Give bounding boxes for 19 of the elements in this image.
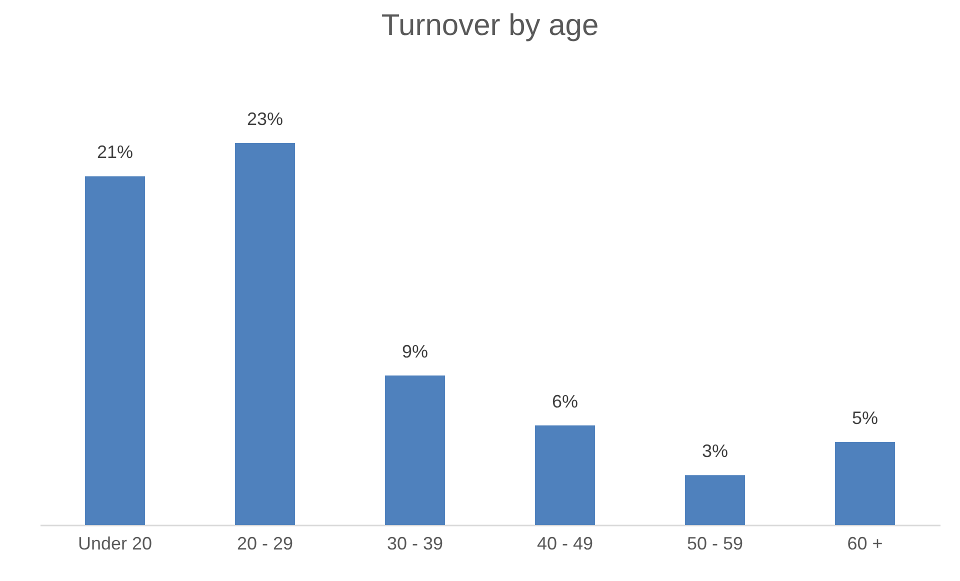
x-tick-label: 30 - 39 <box>386 534 444 554</box>
x-tick-label: Under 20 <box>78 534 152 554</box>
x-tick-label: 20 - 29 <box>236 534 294 554</box>
bar <box>385 376 445 525</box>
bar <box>835 442 895 525</box>
data-label: 9% <box>402 342 428 362</box>
bar <box>235 143 295 525</box>
bar <box>535 425 595 525</box>
x-tick-label: 40 - 49 <box>536 534 594 554</box>
bar <box>685 475 745 525</box>
x-tick-label: 60 + <box>847 534 883 554</box>
data-label: 3% <box>702 441 728 462</box>
x-tick-label: 50 - 59 <box>686 534 744 554</box>
bar <box>85 176 145 525</box>
chart-title: Turnover by age <box>381 9 599 42</box>
data-label: 6% <box>552 391 578 412</box>
data-label: 21% <box>96 142 134 162</box>
data-label: 5% <box>852 408 878 428</box>
data-label: 23% <box>246 109 284 129</box>
